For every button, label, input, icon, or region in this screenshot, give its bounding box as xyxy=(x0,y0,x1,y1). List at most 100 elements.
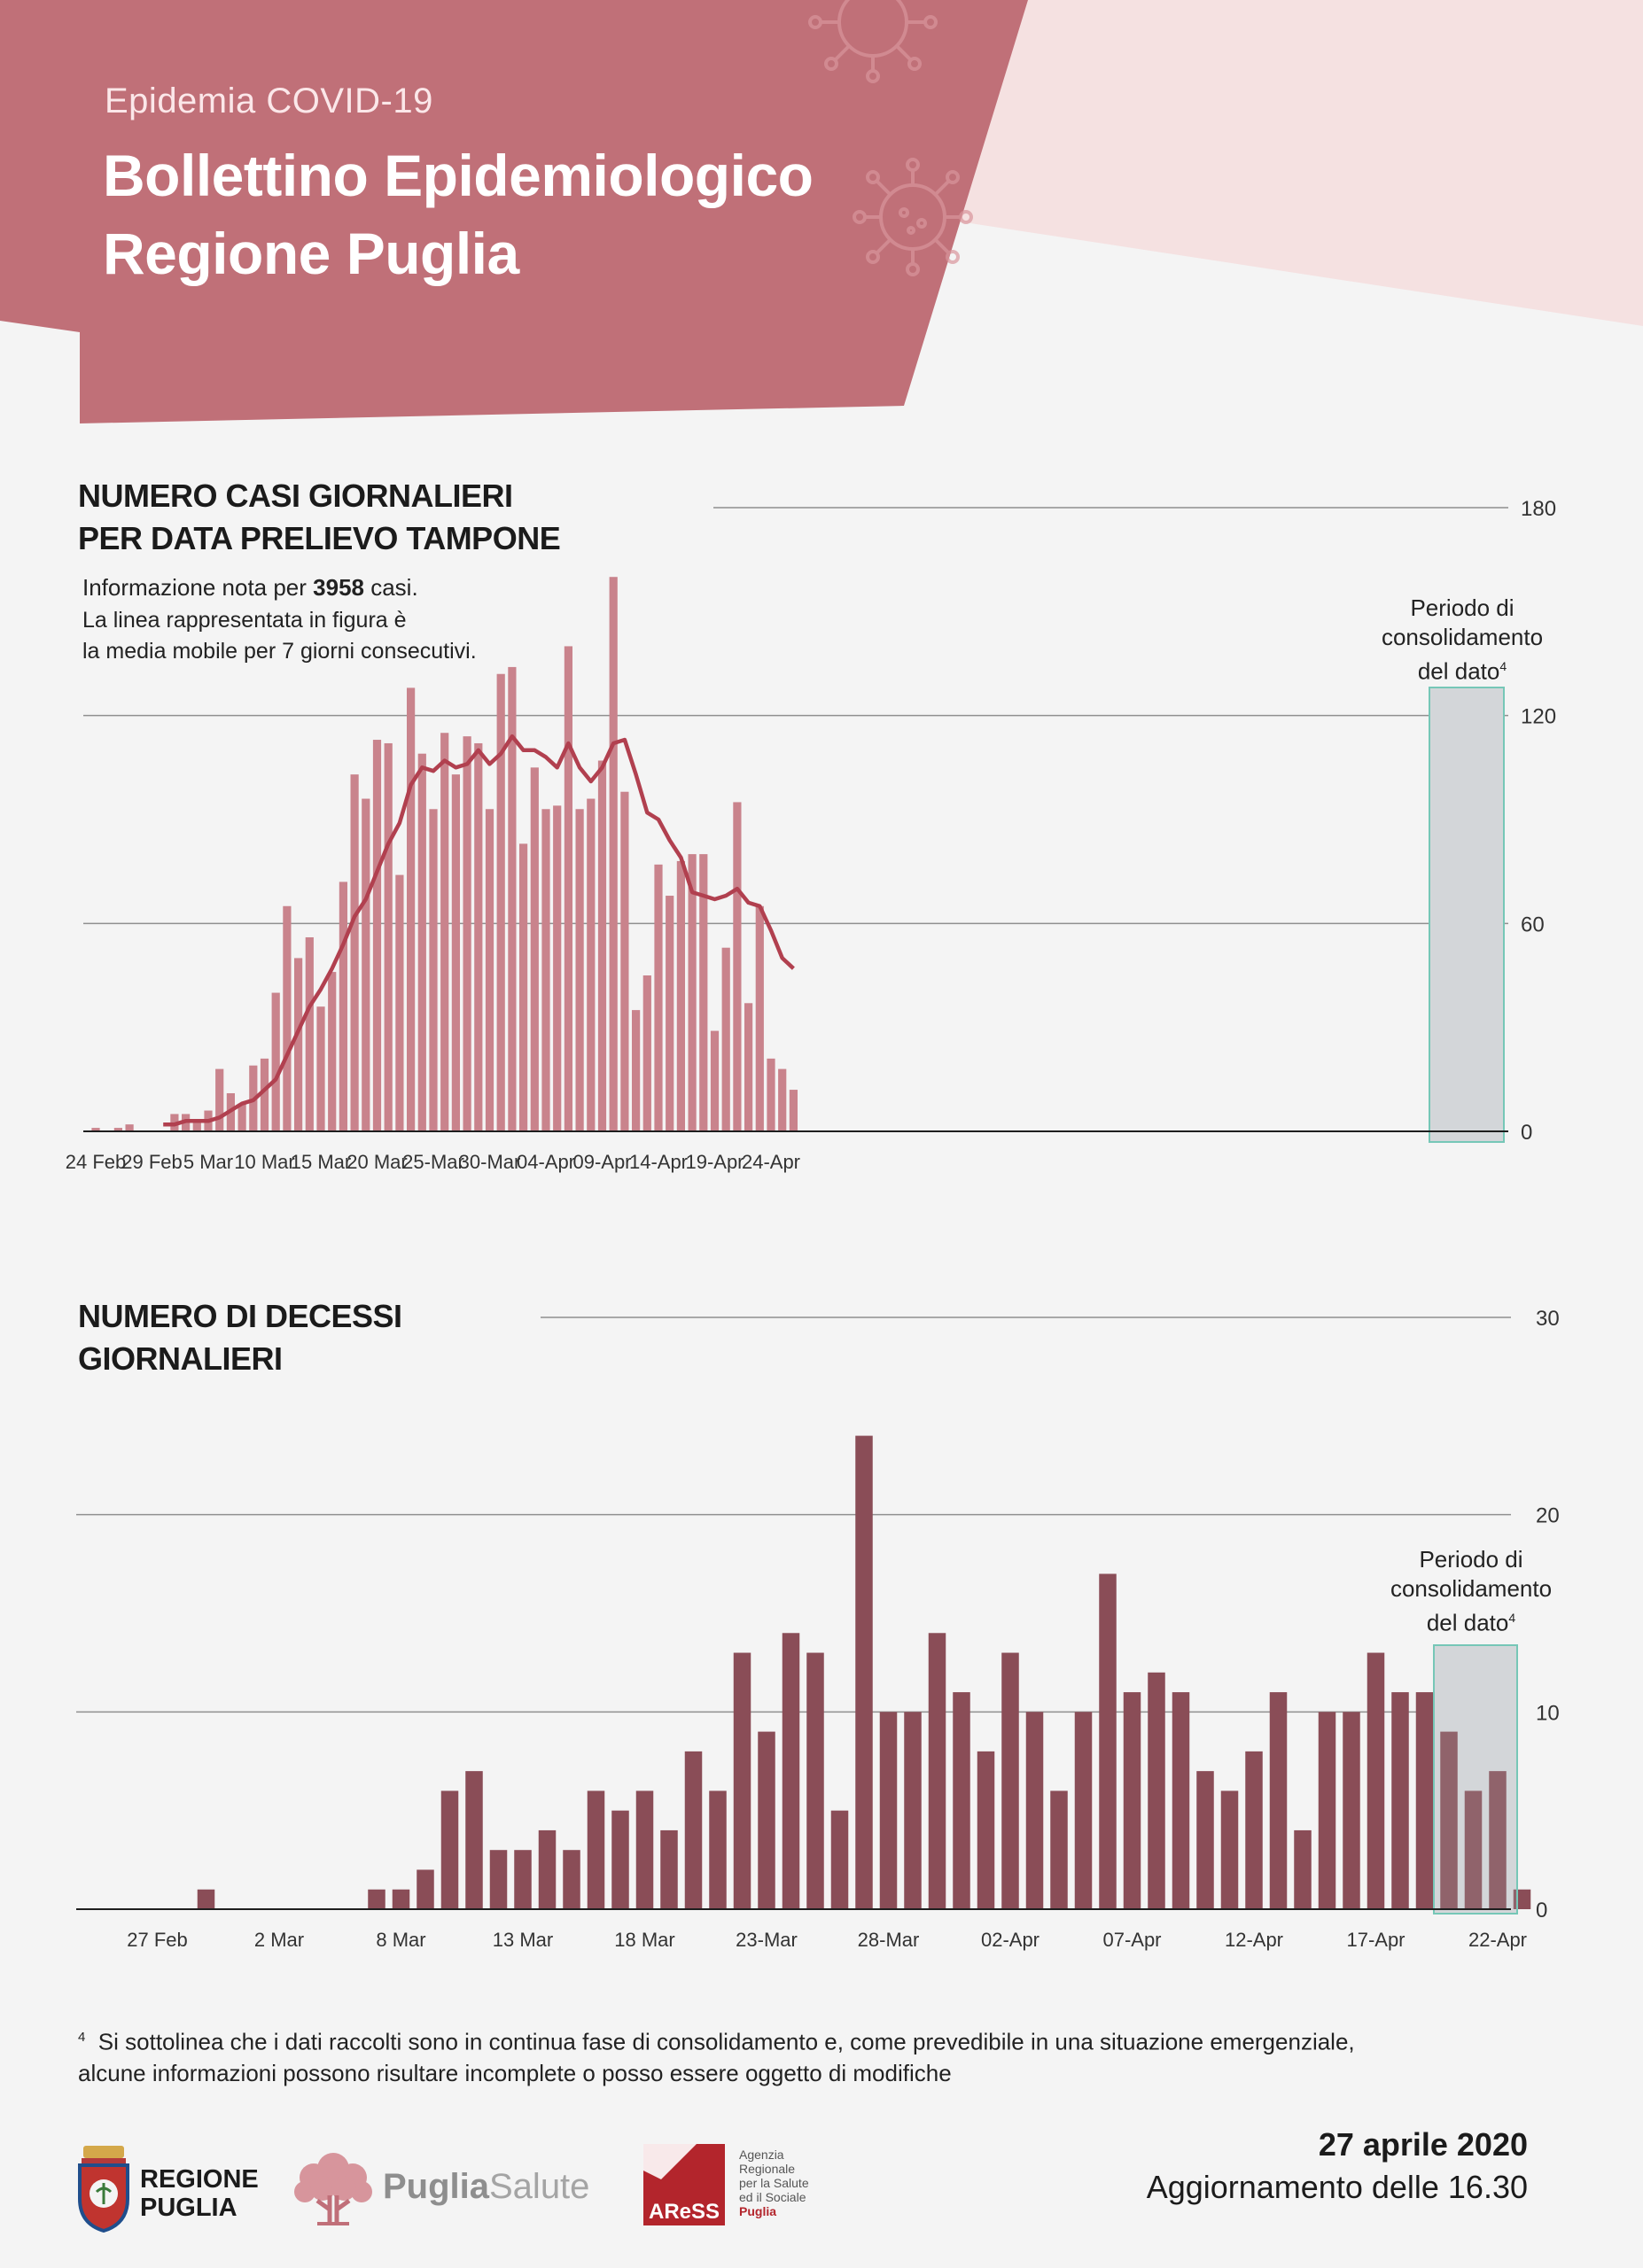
data-bar xyxy=(1220,1790,1239,1909)
virus-icon-2 xyxy=(853,158,973,276)
x-tick-label: 30-Mar xyxy=(459,1151,521,1173)
cases-chart-title: NUMERO CASI GIORNALIERI PER DATA PRELIEV… xyxy=(78,478,561,556)
x-tick-label: 10 Mar xyxy=(234,1151,294,1173)
data-bar xyxy=(197,1889,215,1909)
data-bar xyxy=(496,673,505,1131)
data-bar xyxy=(709,1790,727,1909)
data-bar xyxy=(1269,1692,1288,1909)
x-tick-label: 24-Apr xyxy=(742,1151,800,1173)
data-bar xyxy=(489,1850,508,1909)
cases-consolidation-label: Periodo di consolidamento del dato4 xyxy=(1381,594,1544,685)
data-bar xyxy=(1172,1692,1190,1909)
x-tick-label: 22-Apr xyxy=(1468,1929,1527,1951)
data-bar xyxy=(699,854,708,1131)
data-bar xyxy=(609,577,618,1131)
y-tick-label: 10 xyxy=(1536,1701,1560,1725)
data-bar xyxy=(710,1030,720,1131)
y-tick-label: 0 xyxy=(1521,1121,1532,1145)
data-bar xyxy=(417,1869,434,1909)
data-bar xyxy=(237,1103,246,1131)
consolidation-overlay xyxy=(1429,687,1505,1143)
cases-chart-note-line2: La linea rappresentata in figura è xyxy=(82,608,407,633)
data-bar xyxy=(733,802,742,1131)
data-bar xyxy=(294,958,303,1131)
data-bar xyxy=(1050,1790,1068,1909)
data-bar xyxy=(260,1058,269,1131)
data-bar xyxy=(372,740,382,1131)
consolidation-highlight-box xyxy=(1429,687,1505,1143)
data-bar xyxy=(538,1829,557,1909)
data-bar xyxy=(733,1652,751,1909)
header-title-line2: Regione Puglia xyxy=(103,221,519,286)
data-bar xyxy=(635,1790,654,1909)
cases-chart-note-line3: la media mobile per 7 giorni consecutivi… xyxy=(82,639,477,664)
data-bar xyxy=(530,767,539,1131)
deaths-chart-title: NUMERO DI DECESSI GIORNALIERI xyxy=(78,1298,402,1377)
data-bar xyxy=(514,1850,532,1909)
data-bar xyxy=(855,1435,873,1909)
virus-icon xyxy=(808,0,938,83)
data-bar xyxy=(305,936,314,1131)
data-bar xyxy=(429,809,438,1131)
data-bar xyxy=(1099,1573,1117,1909)
x-tick-label: 04-Apr xyxy=(517,1151,575,1173)
deaths-consolidation-label: Periodo di consolidamento del dato4 xyxy=(1390,1546,1553,1636)
data-bar xyxy=(474,742,483,1131)
aress-logo-icon: AReSS xyxy=(643,2144,725,2225)
data-bar xyxy=(215,1068,224,1131)
data-bar xyxy=(392,1889,410,1909)
data-bar xyxy=(113,1128,122,1131)
data-bar xyxy=(1148,1672,1165,1909)
regione-puglia-label-line2: PUGLIA xyxy=(140,2194,237,2222)
x-tick-label: 13 Mar xyxy=(493,1929,553,1951)
data-bar xyxy=(1415,1692,1434,1909)
data-bar xyxy=(977,1751,995,1909)
data-bar xyxy=(440,1790,459,1909)
data-bar xyxy=(192,1121,201,1131)
data-bar xyxy=(1001,1652,1019,1909)
data-bar xyxy=(463,736,471,1131)
data-bar xyxy=(688,854,697,1131)
data-bar xyxy=(553,805,562,1131)
data-bar xyxy=(339,882,347,1131)
x-tick-label: 23-Mar xyxy=(736,1929,798,1951)
data-bar xyxy=(541,809,550,1131)
x-tick-label: 07-Apr xyxy=(1102,1929,1161,1951)
data-bar xyxy=(904,1712,922,1909)
data-bar xyxy=(1318,1712,1336,1909)
x-tick-label: 27 Feb xyxy=(127,1929,188,1951)
data-bar xyxy=(362,798,370,1131)
data-bar xyxy=(395,874,404,1131)
report-date: 27 aprile 2020 xyxy=(1318,2126,1528,2163)
data-bar xyxy=(806,1652,824,1909)
puglia-salute-tree-icon xyxy=(294,2153,372,2225)
regione-puglia-label-line1: REGIONE xyxy=(140,2165,259,2194)
x-tick-label: 28-Mar xyxy=(858,1929,920,1951)
x-tick-label: 19-Apr xyxy=(685,1151,744,1173)
header-title-line1: Bollettino Epidemiologico xyxy=(103,143,814,208)
data-bar xyxy=(1464,1790,1483,1909)
data-bar xyxy=(721,947,730,1131)
data-bar xyxy=(384,742,393,1131)
data-bar xyxy=(755,905,764,1131)
data-bar xyxy=(1074,1712,1093,1909)
data-bar xyxy=(564,646,572,1131)
data-bar xyxy=(660,1829,678,1909)
data-bar xyxy=(758,1731,775,1909)
data-bar xyxy=(508,666,517,1131)
data-bar xyxy=(611,1810,629,1909)
aress-logo-text: Agenzia Regionale per la Salute ed il So… xyxy=(739,2148,809,2218)
data-bar xyxy=(350,774,359,1131)
data-bar xyxy=(271,992,280,1131)
data-bar xyxy=(91,1128,100,1131)
y-tick-label: 0 xyxy=(1536,1899,1547,1922)
x-tick-label: 15 Mar xyxy=(291,1151,351,1173)
data-bar xyxy=(1025,1712,1044,1909)
data-bar xyxy=(684,1751,703,1909)
aress-logo-mark: AReSS xyxy=(649,2200,720,2224)
data-bar xyxy=(654,864,663,1131)
footnote: 4 Si sottolinea che i dati raccolti sono… xyxy=(78,2028,1355,2086)
moving-average-line xyxy=(163,734,795,1127)
data-bar xyxy=(125,1124,134,1131)
